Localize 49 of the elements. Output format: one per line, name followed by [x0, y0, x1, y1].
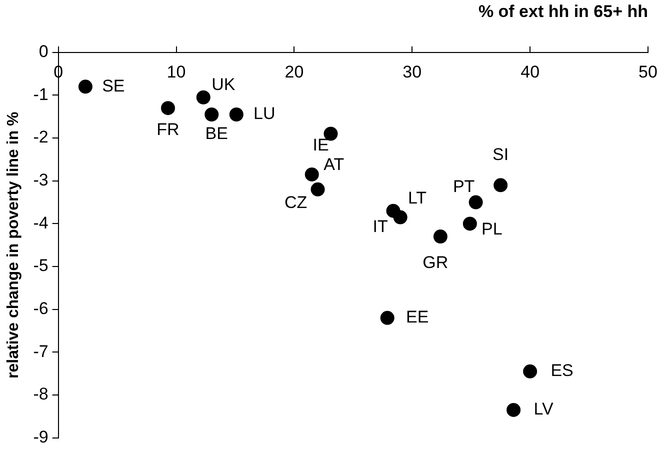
point: [506, 402, 521, 417]
x-tick-label: 10: [166, 62, 186, 82]
y-tick-label: -3: [33, 170, 48, 190]
annotation: CZ: [284, 193, 308, 212]
annotation: PT: [452, 176, 475, 196]
annotation: IE: [312, 135, 329, 154]
point: [380, 310, 394, 325]
point: [433, 230, 448, 244]
annotation: SE: [102, 76, 125, 96]
annotation: LU: [254, 104, 276, 124]
point: [393, 210, 408, 224]
point: [229, 107, 244, 122]
point: [462, 216, 477, 231]
point: [196, 90, 210, 104]
y-tick-label: -2: [33, 128, 48, 147]
y-tick-label: 0: [38, 42, 48, 62]
annotation: PL: [482, 219, 502, 238]
point: [304, 167, 319, 182]
y-tick-label: -1: [33, 84, 48, 104]
y-tick-label: -9: [33, 427, 48, 446]
point: [310, 182, 325, 196]
point: [160, 101, 175, 116]
annotation: LT: [408, 188, 427, 208]
annotation: LV: [534, 400, 554, 419]
annotation: AT: [324, 155, 344, 174]
x-tick-label: 30: [402, 62, 422, 82]
point: [78, 80, 92, 94]
y-tick-label: -4: [33, 213, 48, 232]
annotation: GR: [422, 253, 448, 272]
point: [494, 178, 508, 192]
y-tick-label: -8: [33, 384, 48, 404]
y-tick-label: -5: [33, 256, 48, 276]
annotation: UK: [212, 75, 236, 94]
annotation: FR: [156, 120, 180, 139]
point: [468, 195, 483, 210]
x-tick-label: 20: [284, 62, 304, 82]
x-tick-label: 40: [520, 62, 540, 82]
annotation: IT: [372, 216, 388, 236]
y-tick-label: -7: [33, 342, 48, 361]
x-tick-label: 50: [638, 62, 658, 82]
annotation: ES: [550, 361, 574, 380]
point: [204, 107, 219, 122]
annotation: BE: [205, 124, 228, 144]
y-axis-title: relative change in poverty line in %: [5, 112, 22, 378]
point: [523, 364, 538, 378]
annotation: SI: [492, 144, 509, 164]
y-tick-label: -6: [33, 299, 48, 318]
annotation: EE: [406, 308, 429, 327]
x-axis-title: % of ext hh in 65+ hh: [478, 2, 648, 21]
